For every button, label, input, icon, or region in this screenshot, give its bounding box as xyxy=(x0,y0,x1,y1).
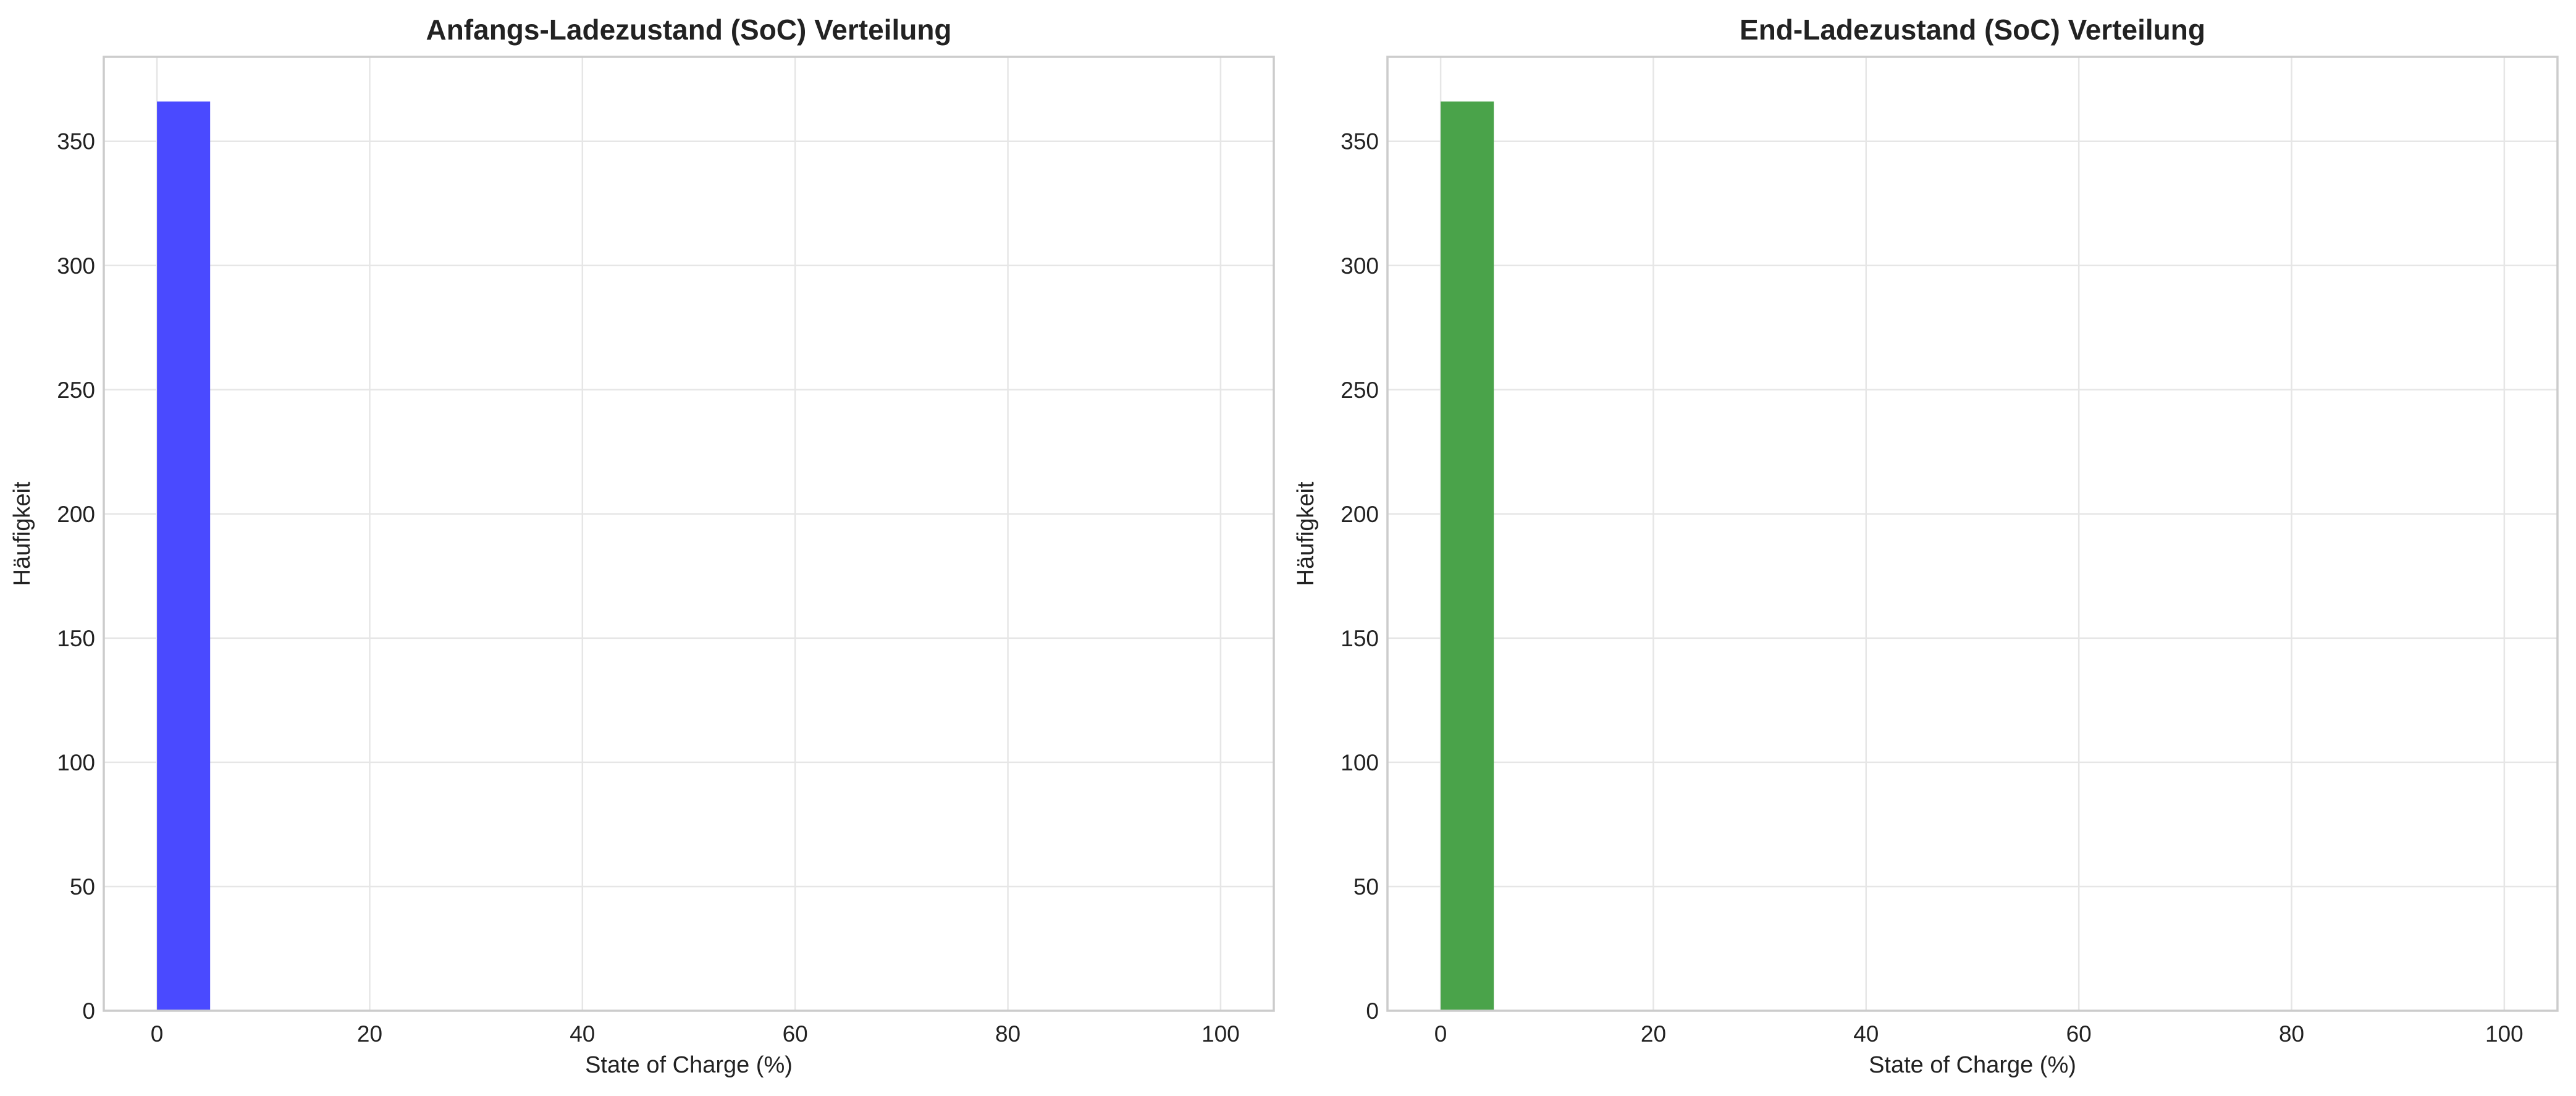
chart-title: Anfangs-Ladezustand (SoC) Verteilung xyxy=(426,14,951,46)
y-tick-labels: 0 50 100 150 200 250 300 350 xyxy=(57,129,95,1024)
x-tick-labels: 0 20 40 60 80 100 xyxy=(1434,1021,2523,1047)
y-tick-label: 350 xyxy=(1341,129,1379,154)
plot-frame xyxy=(103,56,1275,1012)
chart-panel-initial-soc: Anfangs-Ladezustand (SoC) Verteilung 0 20… xyxy=(9,14,1275,1078)
y-axis-label: Häufigkeit xyxy=(9,481,35,586)
y-tick-label: 200 xyxy=(1341,502,1379,527)
x-axis-label: State of Charge (%) xyxy=(585,1052,793,1078)
y-tick-label: 100 xyxy=(57,750,95,775)
histogram-bar xyxy=(1441,101,1494,1011)
y-axis-label: Häufigkeit xyxy=(1293,481,1319,586)
y-tick-label: 0 xyxy=(1366,998,1379,1024)
gridlines xyxy=(104,57,1274,1012)
histogram-bar xyxy=(157,101,211,1011)
bars xyxy=(157,101,211,1011)
x-tick-label: 40 xyxy=(1853,1021,1879,1047)
x-tick-label: 100 xyxy=(2485,1021,2523,1047)
x-tick-label: 40 xyxy=(570,1021,595,1047)
y-tick-label: 300 xyxy=(1341,253,1379,279)
y-tick-label: 250 xyxy=(1341,377,1379,403)
y-tick-label: 50 xyxy=(70,874,95,900)
y-tick-label: 350 xyxy=(57,129,95,154)
x-tick-label: 20 xyxy=(1641,1021,1666,1047)
chart-title: End-Ladezustand (SoC) Verteilung xyxy=(1740,14,2205,46)
x-tick-label: 60 xyxy=(783,1021,808,1047)
x-tick-label: 0 xyxy=(1434,1021,1447,1047)
bars xyxy=(1441,101,1494,1011)
y-tick-label: 300 xyxy=(57,253,95,279)
chart-panel-final-soc: End-Ladezustand (SoC) Verteilung 0 20 40 60… xyxy=(1293,14,2559,1078)
x-tick-label: 80 xyxy=(2279,1021,2304,1047)
x-tick-label: 60 xyxy=(2066,1021,2092,1047)
plot-frame xyxy=(1386,56,2559,1012)
x-tick-label: 20 xyxy=(357,1021,382,1047)
y-tick-labels: 0 50 100 150 200 250 300 350 xyxy=(1341,129,1379,1024)
y-tick-label: 250 xyxy=(57,377,95,403)
x-tick-label: 0 xyxy=(151,1021,164,1047)
y-tick-label: 200 xyxy=(57,502,95,527)
x-axis-label: State of Charge (%) xyxy=(1869,1052,2076,1078)
x-tick-labels: 0 20 40 60 80 100 xyxy=(151,1021,1240,1047)
x-tick-label: 100 xyxy=(1202,1021,1240,1047)
y-tick-label: 50 xyxy=(1353,874,1379,900)
y-tick-label: 150 xyxy=(1341,626,1379,651)
y-tick-label: 100 xyxy=(1341,750,1379,775)
gridlines xyxy=(1387,57,2557,1012)
x-tick-label: 80 xyxy=(995,1021,1021,1047)
y-tick-label: 0 xyxy=(82,998,95,1024)
y-tick-label: 150 xyxy=(57,626,95,651)
